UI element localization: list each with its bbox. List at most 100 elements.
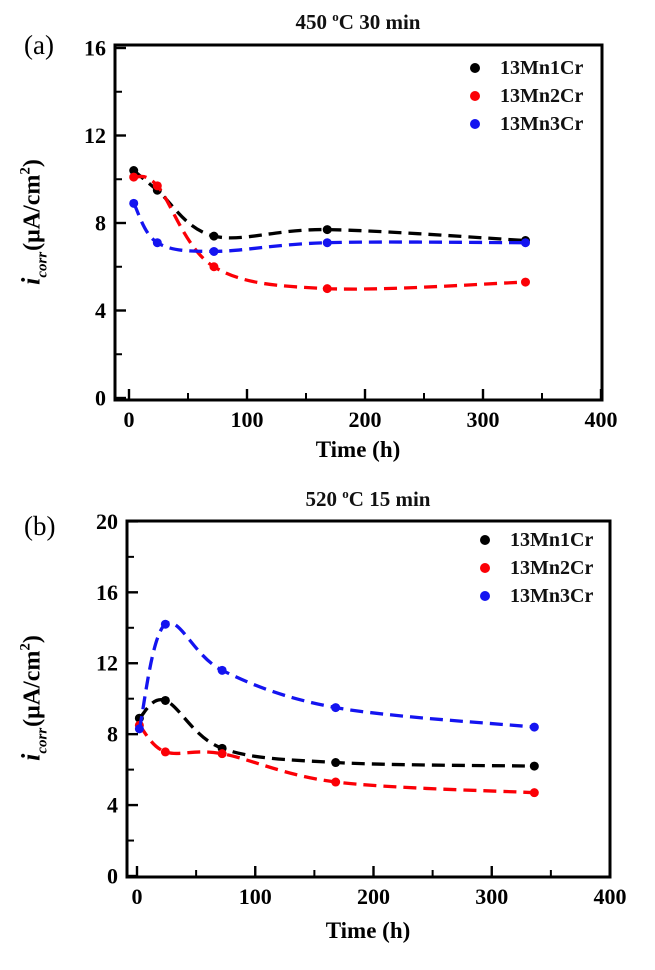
data-point: [129, 198, 139, 208]
y-axis-label-b: icorr(μA/cm2): [17, 635, 52, 761]
panel-a-label: (a): [24, 30, 54, 60]
unit-text: (μA/cm: [19, 650, 46, 727]
y-tick-label: 16: [84, 36, 106, 61]
axis-box: [113, 43, 604, 402]
data-point: [209, 246, 219, 256]
y-tick-label: 8: [95, 211, 106, 236]
series-13Mn2Cr: [134, 720, 539, 798]
legend-item: 13Mn2Cr: [480, 554, 593, 582]
x-tick-label: 200: [357, 884, 390, 909]
legend-item: 13Mn3Cr: [480, 582, 593, 610]
x-tick-label: 100: [231, 407, 264, 432]
chart-b-title-text2: C 15 min: [348, 487, 431, 511]
data-point: [520, 238, 530, 248]
legend-a: 13Mn1Cr 13Mn2Cr 13Mn3Cr: [470, 54, 583, 138]
y-tick-label: 16: [96, 580, 118, 605]
legend-label: 13Mn1Cr: [500, 56, 584, 79]
axis-box: [125, 519, 612, 879]
legend-b: 13Mn1Cr 13Mn2Cr 13Mn3Cr: [480, 526, 593, 610]
y-tick-label: 12: [96, 651, 118, 676]
series-line: [137, 621, 535, 730]
y-tick-label: 0: [95, 386, 106, 411]
x-axis-label-a: Time (h): [315, 437, 401, 462]
data-point: [129, 166, 139, 175]
data-point: [217, 749, 227, 759]
data-point: [152, 181, 162, 191]
panel-a: 0 4 8 12 16 0 100 200 300 400 (a) 450 oC 30 min i…: [17, 9, 618, 462]
unit-close: ): [19, 635, 46, 644]
axis-ticks: 0 4 8 12 16 0 100 200 300 400: [84, 36, 618, 433]
data-point: [322, 238, 332, 248]
data-point: [160, 619, 170, 629]
legend-item: 13Mn1Cr: [480, 526, 593, 554]
chart-a-title: 450 oC 30 min: [296, 9, 421, 35]
icorr-symbol: i: [16, 753, 46, 761]
degree-sup: o: [332, 9, 339, 24]
x-tick-label: 100: [239, 884, 272, 909]
x-tick-label: 300: [475, 884, 508, 909]
y-tick-label: 0: [107, 864, 118, 889]
legend-label: 13Mn3Cr: [500, 112, 584, 135]
series-line: [138, 724, 535, 795]
series-13Mn3Cr: [129, 198, 530, 256]
series-marker-icon: [480, 591, 490, 601]
data-point: [160, 695, 170, 705]
data-point: [160, 747, 170, 757]
data-point: [322, 225, 332, 235]
x-tick-label: 400: [594, 884, 627, 909]
chart-a-title-text2: C 30 min: [338, 10, 421, 34]
unit-close: ): [19, 159, 46, 168]
data-point: [331, 758, 341, 768]
panel-b: 0 4 8 12 16 20 0 100 200 300 400 (b) 520 oC 15 min…: [0, 485, 655, 970]
data-point: [129, 172, 139, 182]
y-tick-label: 12: [84, 123, 106, 148]
y-tick-label: 20: [96, 509, 118, 534]
chart-b-title-text: 520: [305, 487, 343, 511]
x-tick-label: 0: [132, 884, 143, 909]
y-tick-label: 4: [107, 793, 118, 818]
icorr-symbol: i: [16, 277, 46, 285]
legend-label: 13Mn3Cr: [510, 584, 594, 607]
series-marker-icon: [470, 91, 480, 101]
legend-item: 13Mn3Cr: [470, 110, 583, 138]
legend-label: 13Mn2Cr: [510, 556, 594, 579]
data-point: [134, 724, 144, 734]
data-point: [529, 722, 539, 732]
x-tick-label: 400: [585, 407, 618, 432]
chart-b-title: 520 oC 15 min: [306, 486, 431, 512]
legend-item: 13Mn1Cr: [470, 54, 583, 82]
series-13Mn2Cr: [129, 172, 530, 294]
data-point: [331, 703, 341, 713]
data-point: [209, 262, 219, 272]
data-point: [331, 777, 341, 787]
series-marker-icon: [480, 535, 490, 545]
y-tick-label: 4: [95, 298, 106, 323]
x-tick-label: 300: [467, 407, 500, 432]
y-tick-label: 8: [107, 722, 118, 747]
unit-sup: 2: [17, 643, 34, 651]
series-marker-icon: [470, 63, 480, 73]
icorr-subscript: corr: [34, 727, 51, 754]
y-axis-label-a: icorr(μA/cm2): [17, 159, 52, 285]
series-marker-icon: [480, 563, 490, 573]
x-axis-label-b: Time (h): [325, 918, 411, 943]
data-point: [322, 284, 332, 294]
series-marker-icon: [470, 119, 480, 129]
legend-label: 13Mn1Cr: [510, 528, 594, 551]
series-13Mn1Cr: [129, 166, 530, 245]
x-tick-label: 0: [124, 407, 135, 432]
legend-label: 13Mn2Cr: [500, 84, 584, 107]
data-point: [217, 665, 227, 675]
data-point: [529, 788, 539, 798]
series-13Mn3Cr: [134, 619, 539, 734]
x-tick-label: 200: [349, 407, 382, 432]
unit-text: (μA/cm: [19, 174, 46, 251]
data-point: [209, 231, 219, 241]
chart-a-title-text: 450: [295, 10, 333, 34]
plot-canvas-a: 0 4 8 12 16 0 100 200 300 400: [84, 36, 618, 433]
degree-sup: o: [342, 486, 349, 501]
legend-item: 13Mn2Cr: [470, 82, 583, 110]
